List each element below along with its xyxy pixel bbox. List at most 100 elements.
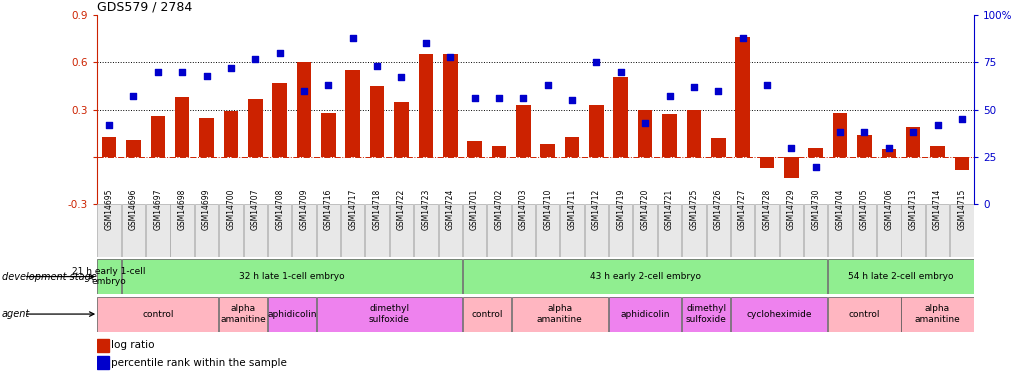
Text: GSM14720: GSM14720 (640, 188, 649, 230)
Point (490, 95, 506, 101)
Bar (925, 204, 949, 257)
Text: 32 h late 1-cell embryo: 32 h late 1-cell embryo (238, 272, 344, 281)
Bar (174, 97, 190, 157)
Point (709, 88, 726, 94)
Text: GSM14725: GSM14725 (689, 188, 698, 230)
Text: control: control (848, 310, 879, 318)
Bar (121, 259, 462, 294)
Bar (467, 141, 481, 157)
Text: GSM14710: GSM14710 (543, 188, 551, 230)
Bar (97, 356, 109, 369)
Bar (731, 204, 754, 257)
Bar (827, 259, 973, 294)
Text: aphidicolin: aphidicolin (620, 310, 669, 318)
Text: dimethyl
sulfoxide: dimethyl sulfoxide (369, 304, 410, 324)
Text: GSM14699: GSM14699 (202, 188, 211, 230)
Bar (316, 204, 339, 257)
Text: GSM14730: GSM14730 (810, 188, 819, 230)
Bar (661, 114, 677, 157)
Bar (731, 297, 826, 332)
Text: GDS579 / 2784: GDS579 / 2784 (97, 1, 192, 14)
Point (734, 35, 750, 41)
Bar (195, 204, 218, 257)
Bar (735, 37, 749, 157)
Point (904, 129, 920, 135)
Bar (170, 204, 194, 257)
Text: control: control (471, 310, 502, 318)
Point (515, 95, 531, 101)
Point (564, 97, 580, 103)
Point (783, 145, 799, 151)
Text: GSM14695: GSM14695 (105, 188, 113, 230)
Bar (808, 148, 822, 157)
Bar (97, 259, 120, 294)
Text: alpha
amanitine: alpha amanitine (914, 304, 960, 324)
Bar (97, 297, 218, 332)
Text: GSM14714: GSM14714 (932, 188, 942, 230)
Bar (706, 204, 730, 257)
Point (588, 59, 604, 65)
Bar (297, 62, 311, 157)
Text: 43 h early 2-cell embryo: 43 h early 2-cell embryo (589, 272, 700, 281)
Bar (126, 140, 141, 157)
Bar (608, 204, 632, 257)
Point (125, 93, 142, 99)
Point (636, 120, 653, 126)
Bar (97, 204, 120, 257)
Text: 21 h early 1-cell
embryo: 21 h early 1-cell embryo (72, 267, 146, 286)
Bar (827, 297, 900, 332)
Bar (248, 99, 262, 157)
Point (856, 129, 872, 135)
Text: GSM14728: GSM14728 (762, 188, 770, 230)
Text: agent: agent (2, 309, 31, 319)
Bar (268, 204, 291, 257)
Point (466, 95, 482, 101)
Bar (463, 204, 486, 257)
Bar (779, 204, 802, 257)
Bar (565, 136, 579, 157)
Text: GSM14698: GSM14698 (177, 188, 186, 230)
Point (612, 69, 629, 75)
Point (758, 82, 774, 88)
Bar (516, 105, 530, 157)
Text: GSM14719: GSM14719 (615, 188, 625, 230)
Text: GSM14729: GSM14729 (786, 188, 795, 230)
Bar (710, 138, 725, 157)
Text: GSM14700: GSM14700 (226, 188, 235, 230)
Point (418, 40, 434, 46)
Bar (535, 204, 558, 257)
Text: alpha
amanitine: alpha amanitine (220, 304, 266, 324)
Bar (219, 297, 267, 332)
Bar (512, 297, 607, 332)
Bar (121, 204, 145, 257)
Bar (512, 204, 535, 257)
Bar (146, 204, 169, 257)
Point (101, 122, 117, 128)
Text: dimethyl
sulfoxide: dimethyl sulfoxide (685, 304, 726, 324)
Bar (370, 86, 384, 157)
Text: GSM14701: GSM14701 (470, 188, 479, 230)
Point (247, 56, 263, 62)
Bar (463, 297, 511, 332)
Point (393, 75, 410, 81)
Bar (487, 204, 511, 257)
Bar (292, 204, 316, 257)
Point (174, 69, 191, 75)
Bar (414, 204, 437, 257)
Text: GSM14708: GSM14708 (275, 188, 284, 230)
Bar (151, 116, 165, 157)
Bar (345, 70, 360, 157)
Bar (901, 204, 924, 257)
Bar (954, 157, 968, 170)
Bar (880, 149, 896, 157)
Text: cycloheximide: cycloheximide (746, 310, 811, 318)
Point (369, 63, 385, 69)
Bar (876, 204, 900, 257)
Bar (102, 136, 116, 157)
Text: GSM14727: GSM14727 (738, 188, 746, 230)
Bar (612, 76, 628, 157)
Text: GSM14707: GSM14707 (251, 188, 260, 230)
Bar (901, 297, 973, 332)
Bar (827, 204, 851, 257)
Text: aphidicolin: aphidicolin (267, 310, 316, 318)
